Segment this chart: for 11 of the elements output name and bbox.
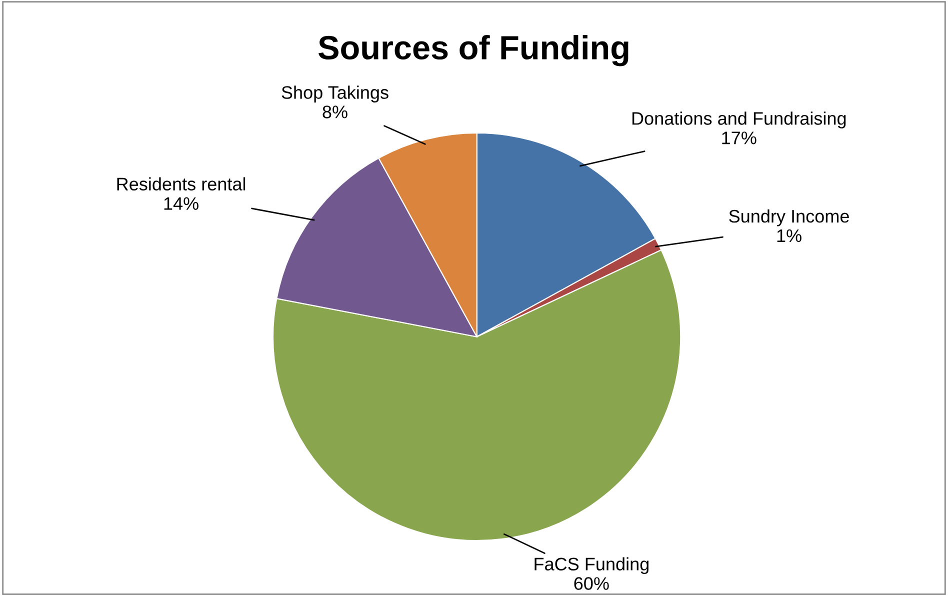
slice-label: Sundry Income	[729, 209, 849, 226]
slice-label: Donations and Fundraising	[632, 112, 846, 128]
chart-title: Sources of Funding	[318, 35, 628, 66]
slice-label: Residents rental	[117, 177, 246, 190]
data-label: 14%	[164, 197, 198, 210]
data-label: 1%	[777, 229, 802, 242]
data-label: 17%	[722, 132, 756, 144]
slice-label: Shop Takings	[282, 86, 388, 102]
data-label: 8%	[322, 106, 348, 118]
data-label: 60%	[574, 577, 609, 590]
slice-label: FaCS Funding	[534, 557, 648, 574]
